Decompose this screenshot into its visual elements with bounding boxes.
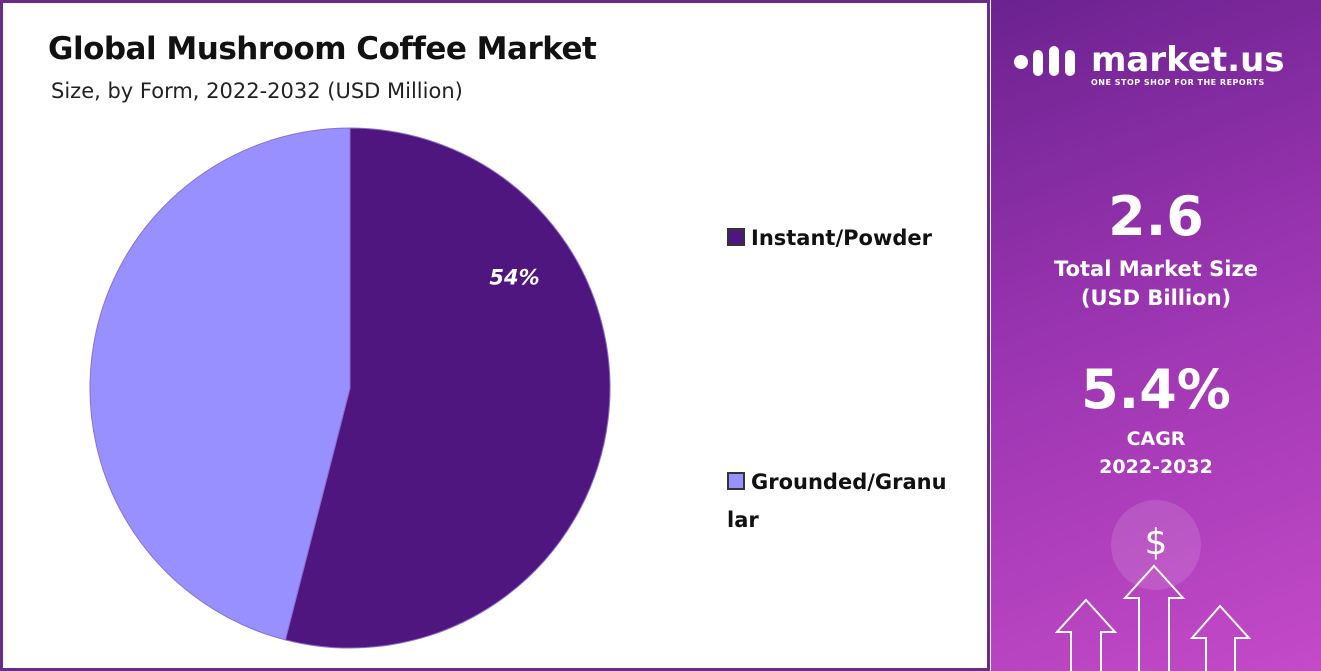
cagr-period: 2022-2032: [1099, 456, 1213, 478]
chart-subtitle: Size, by Form, 2022-2032 (USD Million): [51, 79, 463, 103]
cagr-label: CAGR: [1126, 428, 1186, 450]
brand: market.us: [1091, 40, 1285, 80]
summary-panel: market.us ONE STOP SHOP FOR THE REPORTS …: [991, 0, 1321, 671]
pie-slice: [89, 127, 351, 641]
legend-label: Grounded/Granular: [727, 470, 947, 532]
data-label: 54%: [489, 266, 539, 290]
legend-label: Instant/Powder: [751, 226, 932, 250]
legend-entry: Instant/Powder: [727, 219, 953, 257]
pie-slice: [284, 127, 611, 649]
legend-swatch: [727, 228, 745, 246]
coin: [1111, 500, 1201, 590]
logo-mark: [1014, 46, 1075, 76]
tagline: ONE STOP SHOP FOR THE REPORTS: [1091, 78, 1265, 87]
chart-panel: Global Mushroom Coffee Market Size, by F…: [0, 0, 990, 671]
arrows: [1054, 564, 1252, 671]
market-size-unit: (USD Billion): [1080, 286, 1232, 310]
chart-title: Global Mushroom Coffee Market: [48, 31, 597, 67]
market-size-label: Total Market Size: [1054, 257, 1258, 281]
pie-chart: 54%: [89, 127, 611, 649]
currency-symbol: $: [1144, 522, 1168, 563]
cagr: 5.4%: [1081, 358, 1231, 421]
market-size: 2.6: [1108, 185, 1204, 248]
legend-swatch: [727, 472, 745, 490]
legend-entry: Grounded/Granular: [727, 463, 953, 539]
decoration: [1014, 46, 1252, 671]
